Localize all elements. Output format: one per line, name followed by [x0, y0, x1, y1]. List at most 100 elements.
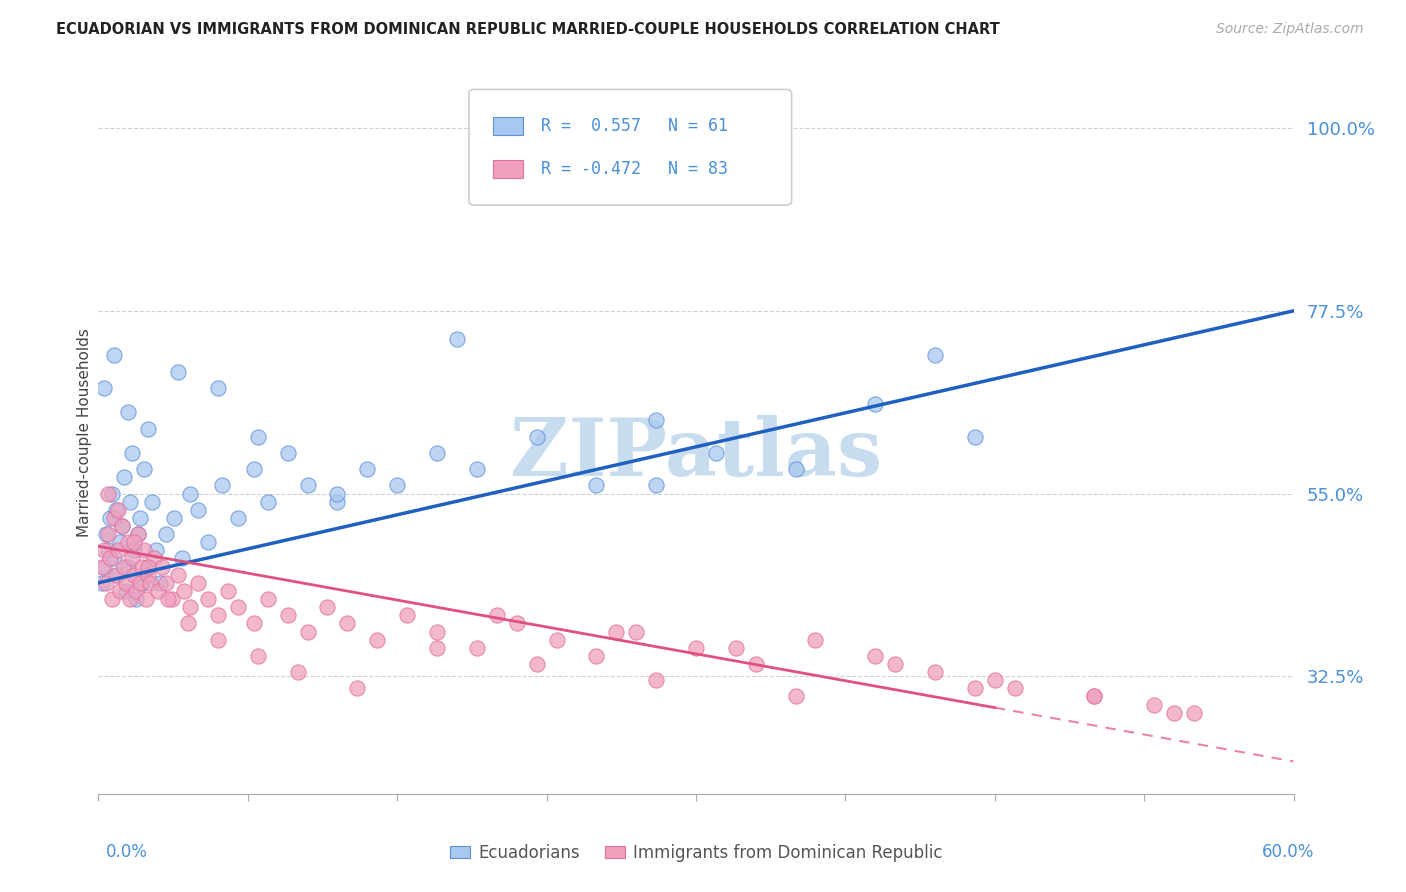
- Point: [117, 559, 139, 574]
- Point: [626, 624, 648, 639]
- Point: [139, 575, 162, 590]
- Point: [148, 583, 170, 598]
- Point: [101, 486, 124, 500]
- Point: [124, 543, 146, 558]
- Point: [865, 648, 887, 663]
- Point: [125, 583, 148, 598]
- Point: [1163, 706, 1185, 720]
- Point: [297, 624, 319, 639]
- Point: [346, 681, 368, 696]
- Point: [136, 421, 159, 435]
- Point: [804, 632, 827, 647]
- Point: [112, 470, 135, 484]
- Point: [110, 535, 132, 549]
- Point: [125, 592, 148, 607]
- Point: [93, 559, 115, 574]
- Point: [107, 543, 129, 558]
- Point: [91, 575, 114, 590]
- Legend: Ecuadorians, Immigrants from Dominican Republic: Ecuadorians, Immigrants from Dominican R…: [443, 838, 949, 869]
- Point: [426, 624, 449, 639]
- Point: [485, 608, 508, 623]
- Point: [426, 446, 449, 460]
- Point: [1182, 706, 1205, 720]
- Point: [246, 648, 269, 663]
- Point: [197, 592, 219, 607]
- Point: [93, 543, 115, 558]
- Point: [465, 640, 488, 655]
- Point: [112, 559, 135, 574]
- Point: [1004, 681, 1026, 696]
- Point: [197, 535, 219, 549]
- Point: [207, 608, 229, 623]
- Text: N = 61: N = 61: [668, 117, 727, 135]
- Point: [187, 502, 209, 516]
- Point: [155, 575, 177, 590]
- Point: [103, 511, 125, 525]
- Text: ECUADORIAN VS IMMIGRANTS FROM DOMINICAN REPUBLIC MARRIED-COUPLE HOUSEHOLDS CORRE: ECUADORIAN VS IMMIGRANTS FROM DOMINICAN …: [56, 22, 1000, 37]
- Point: [865, 397, 887, 411]
- Point: [141, 494, 163, 508]
- Point: [120, 494, 142, 508]
- Point: [326, 494, 349, 508]
- Point: [645, 413, 668, 427]
- Point: [526, 430, 548, 444]
- Point: [111, 519, 134, 533]
- Point: [96, 575, 118, 590]
- FancyBboxPatch shape: [494, 117, 523, 135]
- Point: [884, 657, 907, 671]
- Point: [136, 559, 159, 574]
- Point: [226, 600, 249, 615]
- Point: [585, 648, 607, 663]
- Text: 0.0%: 0.0%: [105, 843, 148, 861]
- Point: [97, 527, 120, 541]
- Point: [97, 486, 120, 500]
- Point: [963, 430, 986, 444]
- Text: 60.0%: 60.0%: [1263, 843, 1315, 861]
- Point: [117, 405, 139, 419]
- Point: [155, 527, 177, 541]
- Point: [98, 511, 122, 525]
- Point: [105, 567, 128, 582]
- Point: [143, 551, 166, 566]
- Point: [1083, 690, 1105, 704]
- Point: [129, 511, 152, 525]
- Point: [526, 657, 548, 671]
- Point: [246, 430, 269, 444]
- Point: [97, 543, 120, 558]
- Text: N = 83: N = 83: [668, 160, 727, 178]
- Point: [103, 551, 125, 566]
- Point: [111, 519, 134, 533]
- Point: [131, 575, 153, 590]
- Point: [101, 592, 124, 607]
- Point: [287, 665, 309, 679]
- Point: [685, 640, 707, 655]
- Point: [124, 535, 146, 549]
- Point: [117, 535, 139, 549]
- Point: [585, 478, 607, 492]
- Point: [121, 446, 143, 460]
- Point: [150, 559, 173, 574]
- Point: [120, 592, 142, 607]
- Point: [277, 608, 299, 623]
- Point: [724, 640, 747, 655]
- Text: ZIPatlas: ZIPatlas: [510, 416, 882, 493]
- Point: [704, 446, 727, 460]
- Point: [127, 527, 149, 541]
- FancyBboxPatch shape: [470, 89, 792, 205]
- Point: [160, 592, 183, 607]
- Point: [316, 600, 339, 615]
- Point: [131, 559, 153, 574]
- Point: [984, 673, 1007, 688]
- Point: [187, 575, 209, 590]
- Point: [163, 511, 186, 525]
- Point: [157, 592, 180, 607]
- Point: [107, 502, 129, 516]
- Point: [256, 592, 278, 607]
- Text: R =  0.557: R = 0.557: [541, 117, 641, 135]
- Point: [134, 543, 156, 558]
- Point: [145, 543, 167, 558]
- Point: [426, 640, 449, 655]
- Point: [256, 494, 278, 508]
- Point: [924, 665, 946, 679]
- Point: [167, 567, 190, 582]
